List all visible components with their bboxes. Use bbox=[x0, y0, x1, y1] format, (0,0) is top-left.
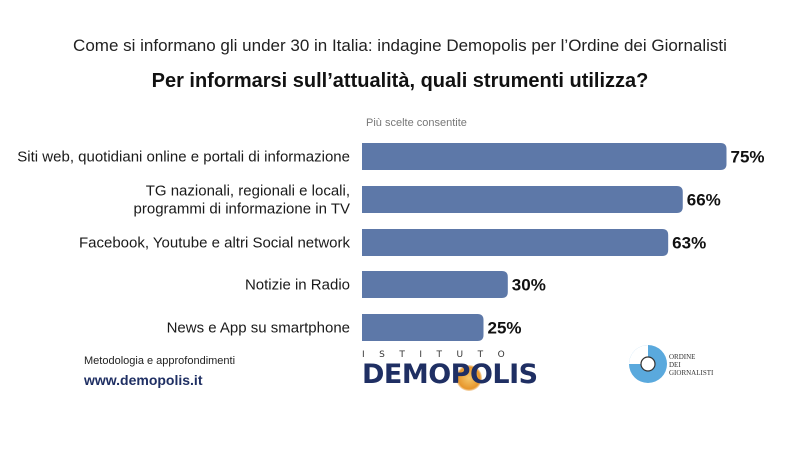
bar-2 bbox=[362, 229, 669, 256]
chart-subtitle: Più scelte consentite bbox=[366, 117, 467, 129]
value-label-0: 75% bbox=[731, 148, 765, 167]
bar-1 bbox=[362, 186, 683, 213]
website-link[interactable]: www.demopolis.it bbox=[84, 372, 203, 388]
category-label-1-0: TG nazionali, regionali e locali, bbox=[146, 183, 350, 200]
value-label-1: 66% bbox=[687, 191, 721, 210]
value-label-4: 25% bbox=[488, 319, 522, 338]
value-label-2: 63% bbox=[672, 234, 706, 253]
value-label-3: 30% bbox=[512, 276, 546, 295]
bar-4 bbox=[362, 314, 484, 341]
odg-line: DEI bbox=[669, 361, 681, 369]
category-label-1-1: programmi di informazione in TV bbox=[134, 201, 350, 218]
sun-icon bbox=[456, 365, 482, 391]
category-label-3-0: Notizie in Radio bbox=[245, 277, 350, 294]
category-label-4-0: News e App su smartphone bbox=[167, 320, 350, 337]
methodology-label: Metodologia e approfondimenti bbox=[84, 355, 236, 367]
odg-logo: ORDINE DEI GIORNALISTI bbox=[627, 342, 737, 392]
category-label-2-0: Facebook, Youtube e altri Social network bbox=[79, 235, 351, 252]
category-label-0-0: Siti web, quotidiani online e portali di… bbox=[17, 149, 350, 166]
demopolis-logo: ISTITUTO DEMOPOLIS bbox=[360, 350, 570, 395]
demopolis-logo-top: ISTITUTO bbox=[362, 350, 520, 360]
chart-supertitle: Come si informano gli under 30 in Italia… bbox=[73, 36, 727, 55]
odg-logo-text: ORDINE DEI GIORNALISTI bbox=[669, 353, 739, 377]
bar-3 bbox=[362, 271, 508, 298]
odg-line: ORDINE bbox=[669, 353, 696, 361]
demopolis-logo-word: DEMOPOLIS bbox=[362, 359, 538, 390]
chart-title: Per informarsi sull’attualità, quali str… bbox=[151, 70, 649, 92]
bar-0 bbox=[362, 143, 727, 170]
odg-circle-icon bbox=[629, 345, 667, 383]
odg-line: GIORNALISTI bbox=[669, 369, 714, 377]
